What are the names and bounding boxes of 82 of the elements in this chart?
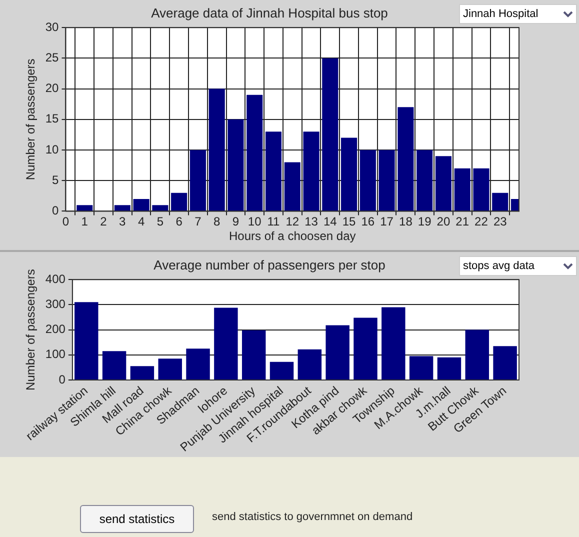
bar bbox=[454, 168, 470, 211]
bar bbox=[246, 94, 263, 211]
x-tick-label: 11 bbox=[267, 214, 280, 229]
bar bbox=[492, 192, 508, 211]
bar bbox=[398, 107, 414, 211]
y-axis-title: Number of passengers bbox=[24, 269, 38, 390]
x-tick-label: 3 bbox=[119, 214, 126, 229]
bar bbox=[465, 330, 489, 380]
bar bbox=[270, 362, 294, 380]
x-tick-label: 7 bbox=[194, 214, 202, 229]
x-tick-label: 23 bbox=[493, 214, 508, 229]
x-tick-label: 10 bbox=[248, 214, 262, 229]
x-tick-label: 12 bbox=[286, 214, 300, 229]
bar bbox=[102, 351, 126, 380]
x-tick-label: 13 bbox=[304, 214, 318, 229]
y-tick-label: 0 bbox=[52, 204, 60, 218]
bar bbox=[133, 198, 150, 211]
bar bbox=[171, 192, 188, 211]
button: send statistics bbox=[80, 505, 194, 533]
bar bbox=[322, 58, 338, 211]
x-axis-title: Hours of a choosen day bbox=[229, 229, 356, 244]
bar bbox=[114, 205, 130, 211]
bar bbox=[228, 119, 244, 211]
x-tick-label: 18 bbox=[399, 214, 413, 229]
x-tick-label: 20 bbox=[436, 214, 450, 229]
y-axis-title: Number of passengers bbox=[24, 58, 38, 180]
bar bbox=[303, 132, 320, 211]
y-tick-label: 400 bbox=[45, 272, 66, 286]
x-tick-label: 1 bbox=[81, 214, 88, 229]
x-tick-label: 16 bbox=[361, 214, 375, 229]
x-tick-label: 14 bbox=[323, 214, 338, 229]
chart-title: Average data of Jinnah Hospital bus stop bbox=[151, 5, 388, 20]
bar bbox=[473, 168, 490, 211]
bar bbox=[437, 357, 462, 380]
x-tick-label: 2 bbox=[100, 214, 108, 229]
y-tick-label: 25 bbox=[45, 50, 60, 65]
bar bbox=[242, 330, 266, 380]
x-tick-label: 5 bbox=[156, 214, 164, 229]
x-tick-label: 19 bbox=[418, 214, 432, 229]
bar bbox=[341, 138, 358, 211]
y-tick-label: 5 bbox=[52, 172, 60, 187]
bar bbox=[378, 150, 395, 211]
y-tick-label: 300 bbox=[45, 297, 66, 311]
x-tick-label: 8 bbox=[213, 214, 220, 229]
bar bbox=[190, 150, 206, 211]
x-tick-label: 6 bbox=[176, 214, 183, 229]
y-tick-label: 30 bbox=[45, 20, 60, 34]
bar bbox=[435, 156, 452, 211]
y-tick-label: 20 bbox=[45, 81, 60, 96]
y-tick-label: 100 bbox=[45, 347, 66, 362]
dropdown: Jinnah Hospital bbox=[459, 4, 577, 24]
y-tick-label: 0 bbox=[58, 372, 66, 386]
chart-title: Average number of passengers per stop bbox=[154, 257, 386, 272]
bar bbox=[360, 150, 376, 211]
x-tick-label: 21 bbox=[456, 214, 470, 229]
bar bbox=[416, 150, 433, 211]
bar bbox=[130, 366, 154, 380]
y-tick-label: 15 bbox=[45, 112, 60, 126]
bar bbox=[265, 132, 282, 211]
bar bbox=[158, 358, 182, 380]
x-tick-label: 15 bbox=[342, 214, 356, 229]
bar bbox=[76, 205, 93, 211]
x-tick-label: 9 bbox=[232, 214, 240, 229]
bar bbox=[354, 318, 378, 380]
bar bbox=[208, 88, 225, 211]
bar bbox=[152, 205, 168, 211]
bar bbox=[493, 346, 517, 380]
bar bbox=[74, 302, 98, 380]
bar bbox=[382, 307, 406, 380]
bar bbox=[298, 349, 322, 380]
x-tick-label: 22 bbox=[474, 214, 488, 229]
x-tick-label: 4 bbox=[138, 214, 145, 229]
text: send statistics to governmnet on demand bbox=[212, 511, 413, 523]
bar bbox=[284, 162, 300, 211]
dropdown: stops avg data bbox=[459, 256, 577, 276]
bar bbox=[326, 325, 350, 380]
x-tick-label: 17 bbox=[380, 214, 394, 229]
y-tick-label: 200 bbox=[45, 322, 66, 336]
y-tick-label: 10 bbox=[45, 142, 60, 156]
bar bbox=[214, 308, 238, 380]
bar bbox=[186, 348, 210, 380]
bar bbox=[409, 356, 434, 380]
